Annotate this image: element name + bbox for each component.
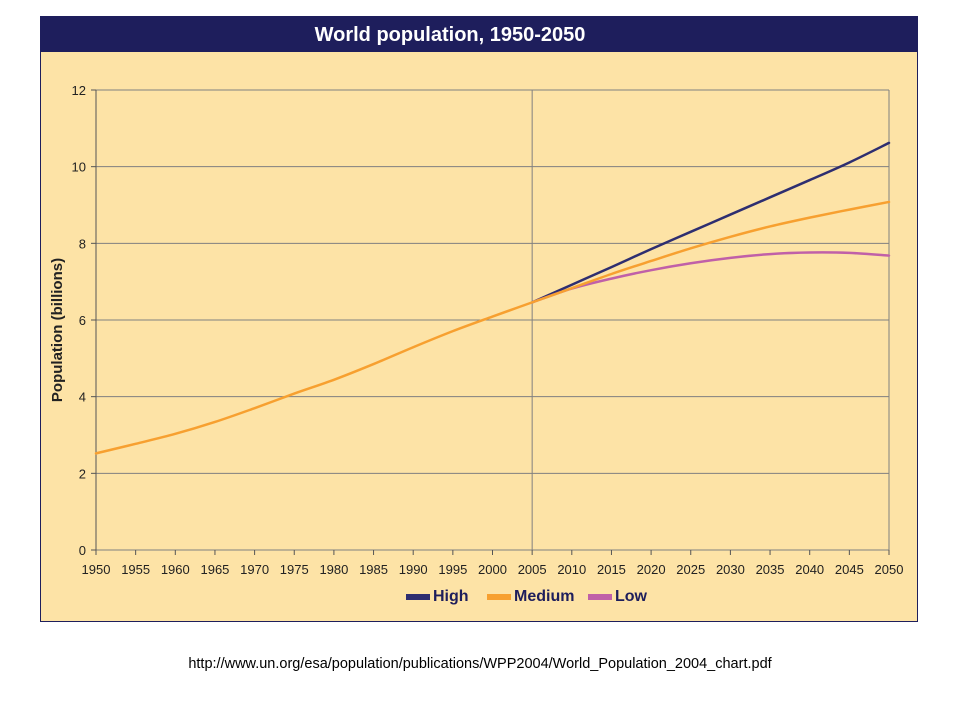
title-bar <box>40 16 918 52</box>
x-tick-label: 1950 <box>82 562 111 577</box>
x-tick-label: 1965 <box>200 562 229 577</box>
grid-lines <box>96 89 890 551</box>
chart-title: World population, 1950-2050 <box>315 24 586 46</box>
series-line-medium <box>94 200 891 455</box>
series-line-high <box>530 141 891 304</box>
x-tick-label: 1985 <box>359 562 388 577</box>
x-tick-label: 2050 <box>875 562 904 577</box>
x-tick-label: 2045 <box>835 562 864 577</box>
x-tick-label: 1970 <box>240 562 269 577</box>
x-tick-label: 2015 <box>597 562 626 577</box>
x-tick-label: 1995 <box>438 562 467 577</box>
series-lines <box>94 141 891 455</box>
x-tick-label: 2035 <box>756 562 785 577</box>
x-tick-label: 2010 <box>557 562 586 577</box>
legend-label-low: Low <box>615 588 648 605</box>
y-tick-label: 2 <box>79 466 86 481</box>
y-tick-label: 4 <box>79 390 86 405</box>
x-tick-label: 2000 <box>478 562 507 577</box>
legend-label-high: High <box>433 588 469 605</box>
x-tick-label: 2025 <box>676 562 705 577</box>
legend-label-medium: Medium <box>514 588 574 605</box>
x-tick-label: 1960 <box>161 562 190 577</box>
legend-swatch-medium <box>487 594 511 600</box>
y-axis-label: Population (billions) <box>49 258 66 402</box>
y-tick-label: 12 <box>72 83 86 98</box>
y-tick-label: 6 <box>79 313 86 328</box>
x-tick-label: 2005 <box>518 562 547 577</box>
population-chart: World population, 1950-2050 0 2 4 6 8 10 12 195… <box>40 16 918 605</box>
legend-swatch-high <box>406 594 430 600</box>
x-tick-label: 2040 <box>795 562 824 577</box>
y-tick-label: 8 <box>79 236 86 251</box>
x-tick-label: 2020 <box>637 562 666 577</box>
x-tick-label: 2030 <box>716 562 745 577</box>
chart-frame <box>40 16 918 622</box>
legend: High Medium Low <box>406 588 648 605</box>
series-line-low <box>530 251 891 304</box>
y-tick-label: 10 <box>72 160 86 175</box>
axes: 0 2 4 6 8 10 12 1950 1955 1960 1965 1970 1975 1980 198… <box>72 83 904 577</box>
y-tick-label: 0 <box>79 543 86 558</box>
x-tick-label: 1975 <box>280 562 309 577</box>
legend-swatch-low <box>588 594 612 600</box>
source-caption[interactable]: http://www.un.org/esa/population/publica… <box>188 656 772 672</box>
x-tick-label: 1990 <box>399 562 428 577</box>
x-tick-label: 1980 <box>319 562 348 577</box>
x-tick-label: 1955 <box>121 562 150 577</box>
